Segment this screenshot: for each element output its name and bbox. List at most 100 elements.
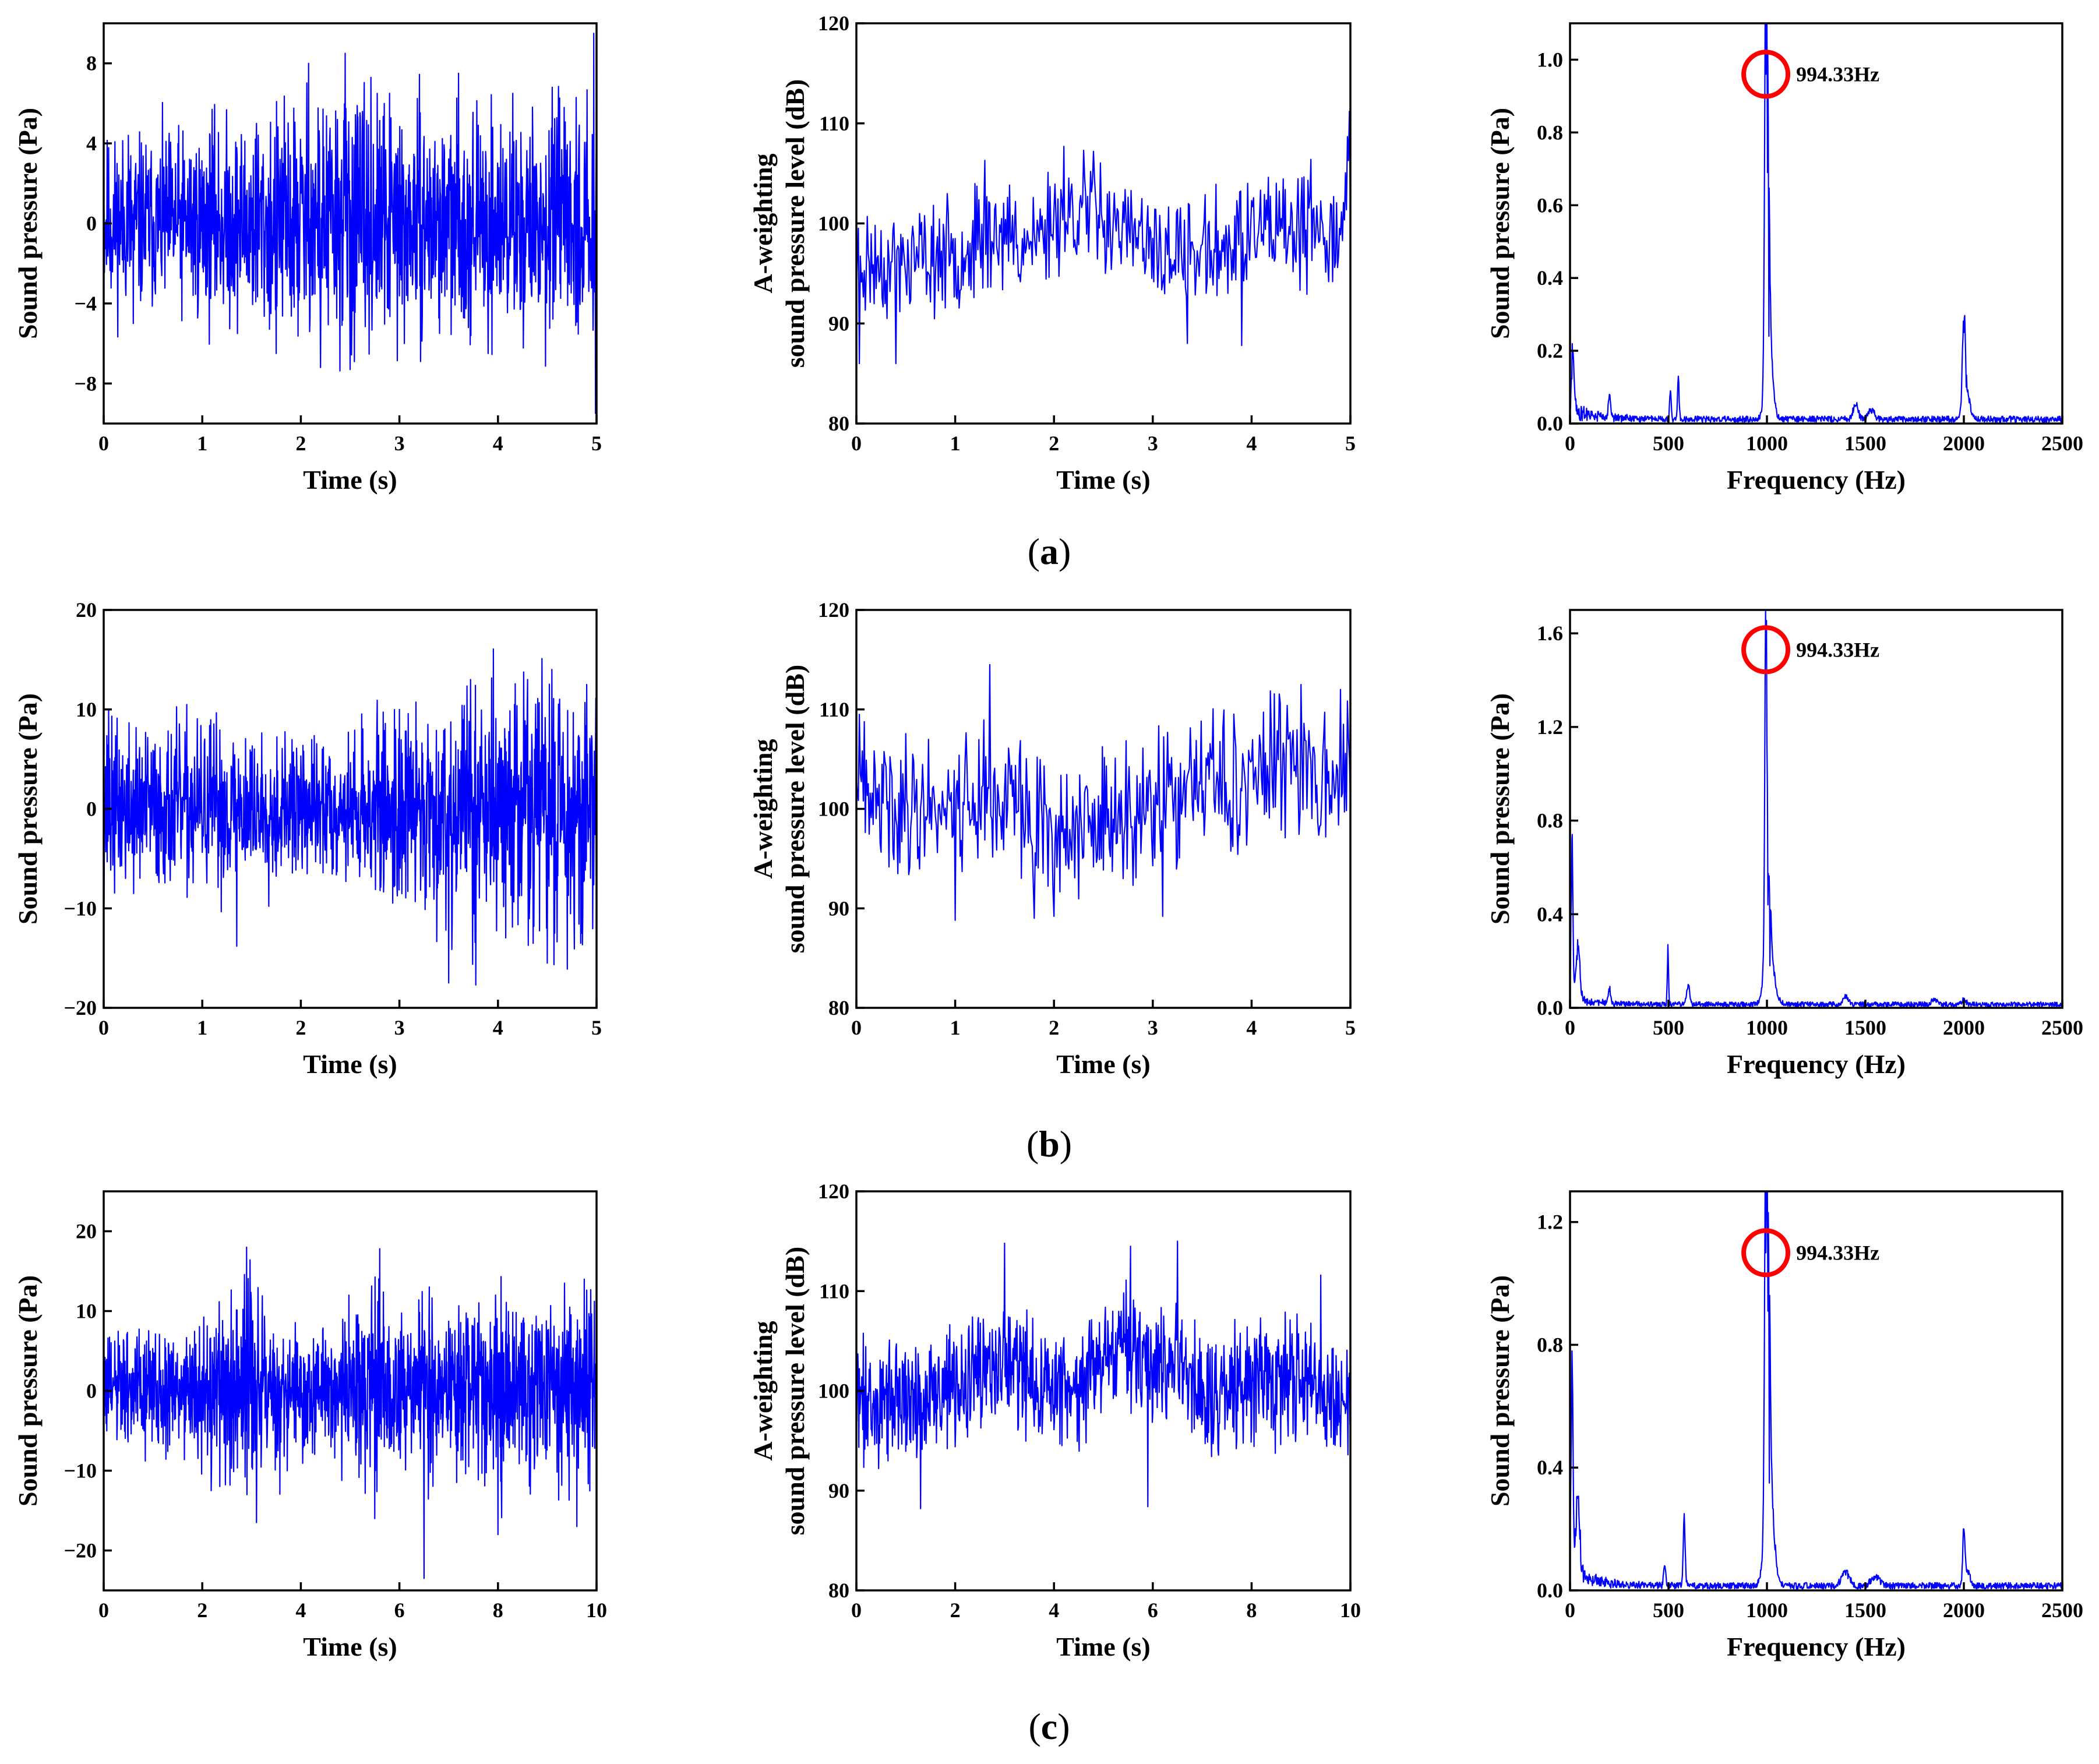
peak-marker-a3: [1741, 50, 1791, 99]
y-axis-label-line2-c2: sound pressure level (dB): [780, 1247, 810, 1535]
y-axis-label-line1-a2: A-weighting: [748, 153, 778, 293]
chart-b1: 0 1 2 3 4 5 −20 −10 0 10 20 Time (s) Sound pressure …: [13, 598, 602, 1079]
y-tick-label-c1-4: 20: [76, 1220, 97, 1243]
x-tick-label-b3-5: 2500: [2041, 1016, 2083, 1039]
x-tick-label-c1-1: 2: [197, 1599, 207, 1622]
x-tick-label-b2-2: 2: [1049, 1016, 1059, 1039]
y-tick-label-a1-0: −8: [74, 372, 97, 395]
y-tick-label-b3-2: 0.8: [1537, 809, 1563, 832]
panel-label-b: (b): [1026, 1123, 1072, 1165]
series-line-c1: [104, 1246, 597, 1579]
x-tick-label-a1-5: 5: [591, 432, 602, 455]
x-tick-label-a3-0: 0: [1565, 432, 1575, 455]
y-tick-label-b1-0: −20: [64, 996, 97, 1019]
series-line-b2: [856, 664, 1350, 921]
x-tick-label-c1-4: 8: [493, 1599, 503, 1622]
panel-label-a: (a): [1028, 531, 1071, 572]
chart-c3: 0 500 1000 1500 2000 2500 0.0 0.4 0.8 1.2 Frequenc…: [1485, 1190, 2083, 1661]
y-tick-label-c3-1: 0.4: [1537, 1456, 1563, 1479]
y-tick-label-b2-3: 110: [819, 698, 849, 721]
x-tick-label-b1-2: 2: [295, 1016, 306, 1039]
y-tick-label-a2-4: 120: [818, 12, 849, 35]
x-axis-label-a2: Time (s): [1056, 465, 1150, 495]
y-tick-label-a3-5: 1.0: [1537, 48, 1563, 71]
x-tick-label-a3-2: 1000: [1746, 432, 1788, 455]
series-line-a2: [856, 111, 1350, 365]
y-tick-label-c2-0: 80: [828, 1579, 849, 1602]
x-tick-label-a2-4: 4: [1246, 432, 1257, 455]
series-line-c3: [1570, 1191, 2062, 1590]
y-tick-label-b1-2: 0: [86, 798, 97, 821]
peak-annotation-c3: 994.33Hz: [1796, 1241, 1879, 1264]
y-tick-label-c1-3: 10: [76, 1300, 97, 1323]
x-axis-label-c1: Time (s): [303, 1632, 397, 1661]
x-tick-label-c1-5: 10: [586, 1599, 607, 1622]
chart-c1: 0 2 4 6 8 10 −20 −10 0 10 20 Time (s) Sound pressure…: [13, 1190, 607, 1661]
x-tick-label-b1-5: 5: [591, 1016, 602, 1039]
plot-frame-a3: [1569, 22, 2063, 425]
y-tick-label-a2-2: 100: [818, 212, 849, 235]
y-tick-label-c3-0: 0.0: [1537, 1579, 1563, 1602]
x-tick-label-b3-4: 2000: [1943, 1016, 1985, 1039]
y-axis-label-b3: Sound pressure (Pa): [1485, 693, 1515, 925]
y-tick-label-b1-4: 20: [76, 598, 97, 622]
x-tick-label-a3-4: 2000: [1943, 432, 1985, 455]
x-axis-label-c3: Frequency (Hz): [1727, 1632, 1906, 1661]
y-axis-label-line1-b2: A-weighting: [748, 739, 778, 879]
y-tick-label-a1-3: 4: [86, 132, 97, 155]
x-tick-label-c1-3: 6: [394, 1599, 405, 1622]
y-tick-label-b3-1: 0.4: [1537, 902, 1563, 926]
x-tick-label-c3-1: 500: [1653, 1599, 1684, 1622]
x-tick-label-a2-2: 2: [1049, 432, 1059, 455]
y-tick-label-a3-2: 0.4: [1537, 266, 1563, 290]
chart-c2: 0 2 4 6 8 10 80 90 100 110 120 Time (s) A-weighting s…: [748, 1180, 1361, 1661]
y-tick-label-b1-3: 10: [76, 698, 97, 721]
peak-marker-b3: [1741, 625, 1791, 675]
y-tick-label-a2-0: 80: [828, 412, 849, 435]
x-tick-label-b1-4: 4: [493, 1016, 503, 1039]
series-line-b1: [104, 631, 597, 986]
x-tick-label-b3-2: 1000: [1746, 1016, 1788, 1039]
y-tick-label-b3-0: 0.0: [1537, 996, 1563, 1019]
x-tick-label-a1-1: 1: [197, 432, 207, 455]
y-axis-label-a1: Sound pressure (Pa): [13, 108, 43, 339]
chart-b3: 0 500 1000 1500 2000 2500 0.0 0.4 0.8 1.2 1.6 Frequ…: [1485, 609, 2083, 1079]
y-tick-label-c2-1: 90: [828, 1479, 849, 1502]
y-axis-label-line2-b2: sound pressure level (dB): [780, 665, 810, 953]
series-line-a3: [1570, 23, 2062, 423]
y-tick-label-b1-1: −10: [64, 897, 97, 920]
x-tick-label-b2-5: 5: [1345, 1016, 1356, 1039]
chart-a1: 0 1 2 3 4 5 −8 −4 0 4 8 Time (s) Sound pressure (Pa): [13, 22, 602, 495]
y-tick-label-a3-1: 0.2: [1537, 339, 1563, 362]
y-tick-label-c1-0: −20: [64, 1539, 97, 1562]
x-axis-label-a3: Frequency (Hz): [1727, 465, 1906, 495]
y-axis-label-line2-a2: sound pressure level (dB): [780, 79, 810, 368]
chart-a3: 0 500 1000 1500 2000 2500 0.0 0.2 0.4 0.6 0.8 1.0 Fr…: [1485, 22, 2083, 495]
x-tick-label-c2-5: 10: [1340, 1599, 1361, 1622]
series-line-b3: [1570, 610, 2062, 1008]
peak-annotation-b3: 994.33Hz: [1796, 638, 1879, 661]
y-axis-label-c3: Sound pressure (Pa): [1485, 1275, 1515, 1507]
y-tick-label-a3-4: 0.8: [1537, 121, 1563, 144]
x-tick-label-c2-2: 4: [1049, 1599, 1059, 1622]
y-tick-label-c2-3: 110: [819, 1279, 849, 1303]
x-tick-label-a3-1: 500: [1653, 432, 1684, 455]
y-tick-label-a2-1: 90: [828, 312, 849, 335]
x-tick-label-a2-0: 0: [851, 432, 862, 455]
y-tick-label-b2-1: 90: [828, 897, 849, 920]
x-tick-label-b3-0: 0: [1565, 1016, 1575, 1039]
x-axis-label-b3: Frequency (Hz): [1727, 1049, 1906, 1079]
y-tick-label-c1-2: 0: [86, 1380, 97, 1403]
x-tick-label-c2-1: 2: [950, 1599, 961, 1622]
x-tick-label-a1-3: 3: [394, 432, 405, 455]
x-tick-label-a1-2: 2: [295, 432, 306, 455]
y-tick-label-c2-4: 120: [818, 1180, 849, 1203]
y-tick-label-c2-2: 100: [818, 1380, 849, 1403]
x-tick-label-a2-5: 5: [1345, 432, 1356, 455]
x-tick-label-c3-4: 2000: [1943, 1599, 1985, 1622]
x-tick-label-c1-2: 4: [295, 1599, 306, 1622]
y-tick-label-b3-4: 1.6: [1537, 622, 1563, 645]
x-tick-label-a2-1: 1: [950, 432, 961, 455]
y-tick-label-b2-0: 80: [828, 996, 849, 1019]
